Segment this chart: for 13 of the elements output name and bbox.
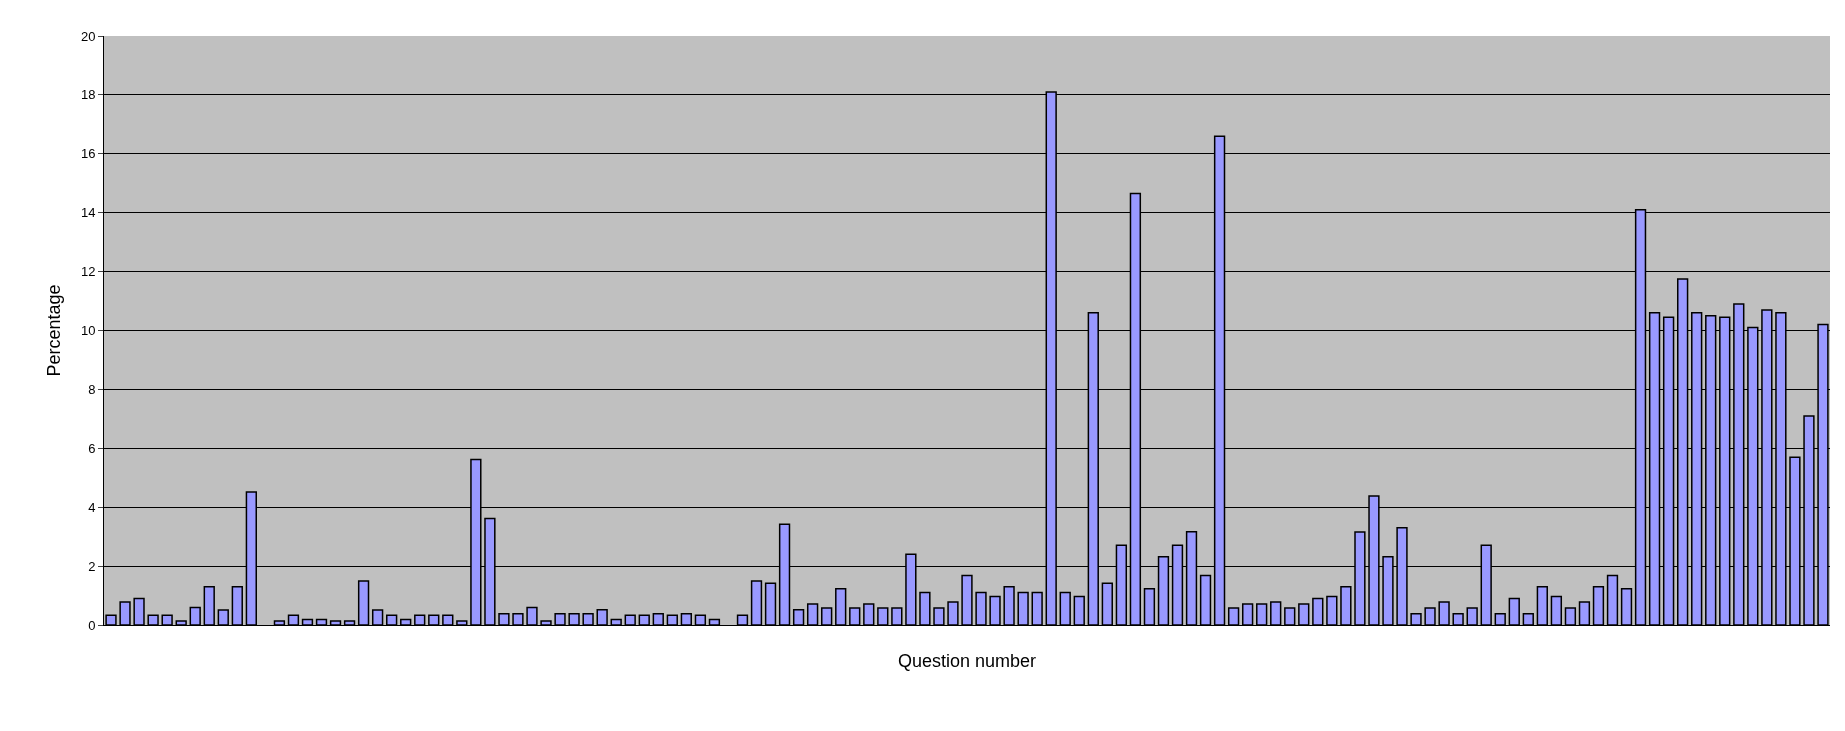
y-tick-label: 12 — [80, 264, 96, 280]
y-tick-label: 6 — [88, 440, 96, 456]
y-tick-label: 16 — [80, 146, 96, 162]
y-tick-label: 14 — [80, 205, 96, 221]
y-axis-title: Percentage — [44, 284, 65, 377]
y-tick-label: 18 — [80, 87, 96, 103]
y-tick-label: 0 — [88, 617, 96, 633]
y-tick-label: 20 — [80, 28, 96, 44]
x-axis-title: Question number — [897, 651, 1037, 672]
y-tick-label: 10 — [80, 323, 96, 339]
y-tick-label: 4 — [88, 499, 96, 515]
y-tick-label: 8 — [88, 381, 96, 397]
y-tick-label: 2 — [88, 558, 96, 574]
